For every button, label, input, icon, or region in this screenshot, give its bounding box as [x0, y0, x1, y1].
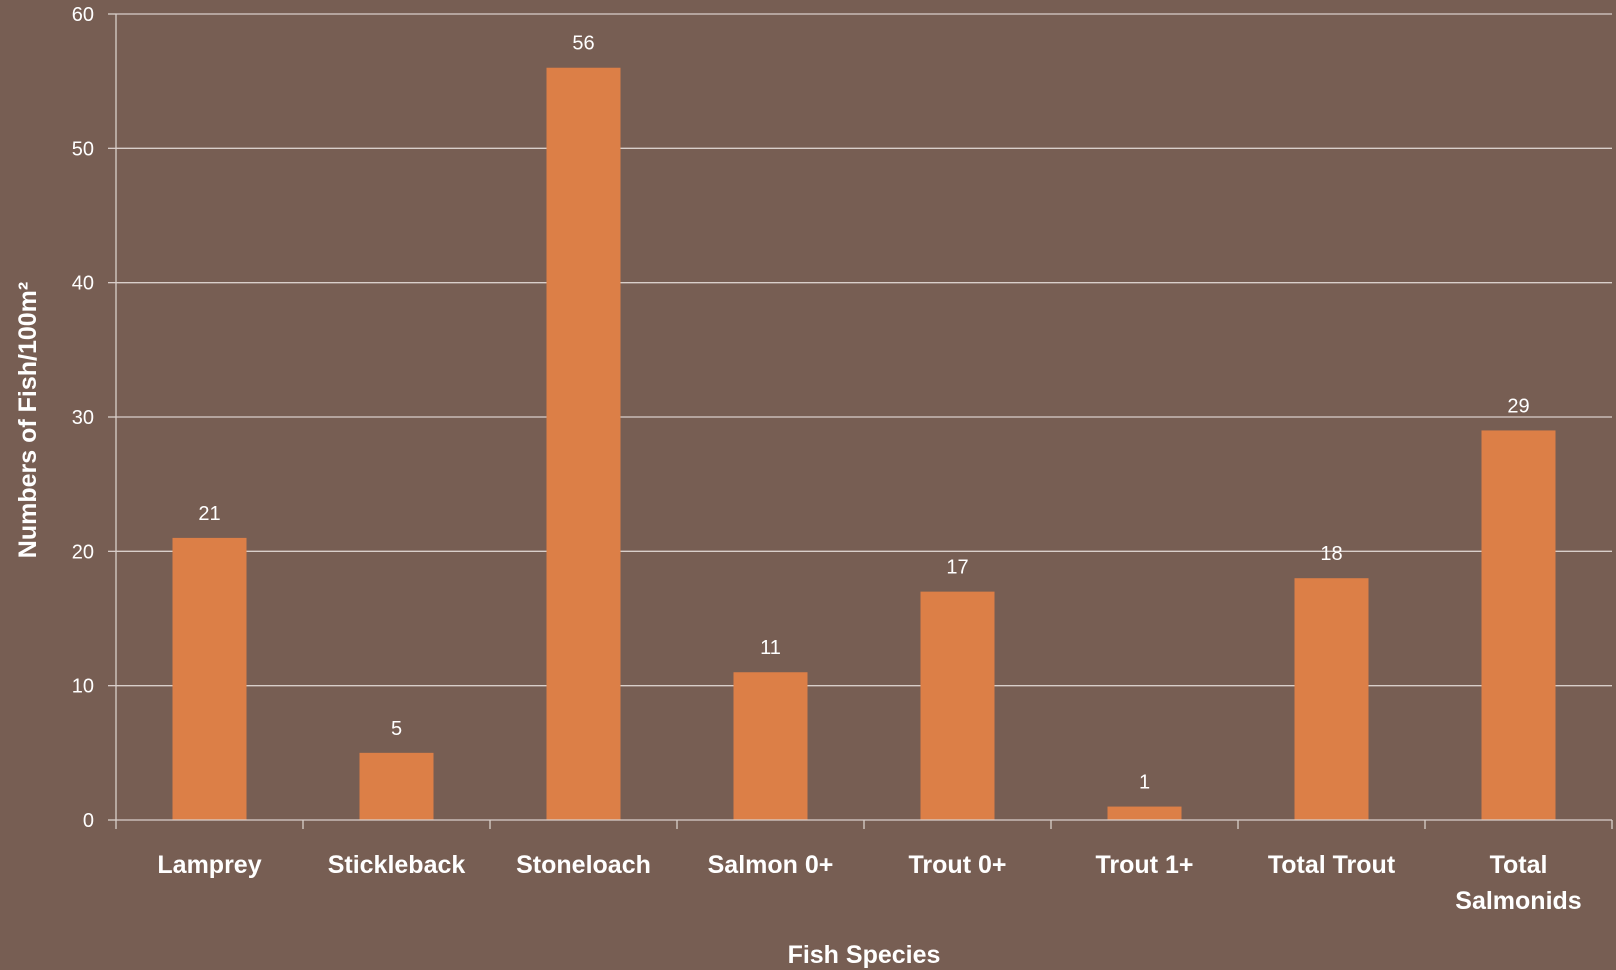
x-category-label: Lamprey [157, 851, 261, 879]
y-tick-label: 40 [72, 273, 94, 295]
x-category-label: Salmon 0+ [708, 851, 834, 879]
y-tick-label: 10 [72, 676, 94, 698]
y-tick-label: 30 [72, 407, 94, 429]
bar [172, 537, 247, 820]
x-category-label: Trout 0+ [909, 851, 1007, 879]
y-axis-title: Numbers of Fish/100m² [14, 282, 42, 558]
data-label: 11 [760, 637, 781, 659]
x-category-label: Stoneloach [516, 851, 651, 879]
x-axis-title: Fish Species [788, 941, 941, 969]
y-tick-label: 50 [72, 138, 94, 160]
x-category-label: Trout 1+ [1096, 851, 1194, 879]
bar [1107, 806, 1182, 820]
x-category-label: Stickleback [328, 851, 466, 879]
bar [1294, 578, 1369, 820]
y-tick-label: 60 [72, 4, 94, 26]
bar [359, 752, 434, 820]
bar [920, 591, 995, 820]
data-label: 21 [198, 503, 220, 525]
bar [546, 67, 621, 820]
x-category-label: Total Trout [1268, 851, 1396, 879]
labels: 0 10 20 30 40 50 60 21 Lamprey 5 Stickleback 56 Ston… [72, 4, 1582, 915]
data-label: 17 [946, 557, 968, 579]
data-label: 18 [1320, 543, 1342, 565]
data-label: 5 [391, 718, 402, 740]
data-label: 56 [572, 33, 594, 55]
y-tick-label: 20 [72, 541, 94, 563]
x-category-label: Total [1490, 851, 1548, 879]
data-label: 29 [1507, 395, 1529, 417]
bars [172, 67, 1556, 820]
x-category-label: Salmonids [1455, 887, 1581, 915]
bar [1481, 430, 1556, 820]
data-label: 1 [1139, 772, 1150, 794]
y-tick-label: 0 [83, 810, 94, 832]
bar [733, 672, 808, 820]
axes [108, 13, 1613, 829]
